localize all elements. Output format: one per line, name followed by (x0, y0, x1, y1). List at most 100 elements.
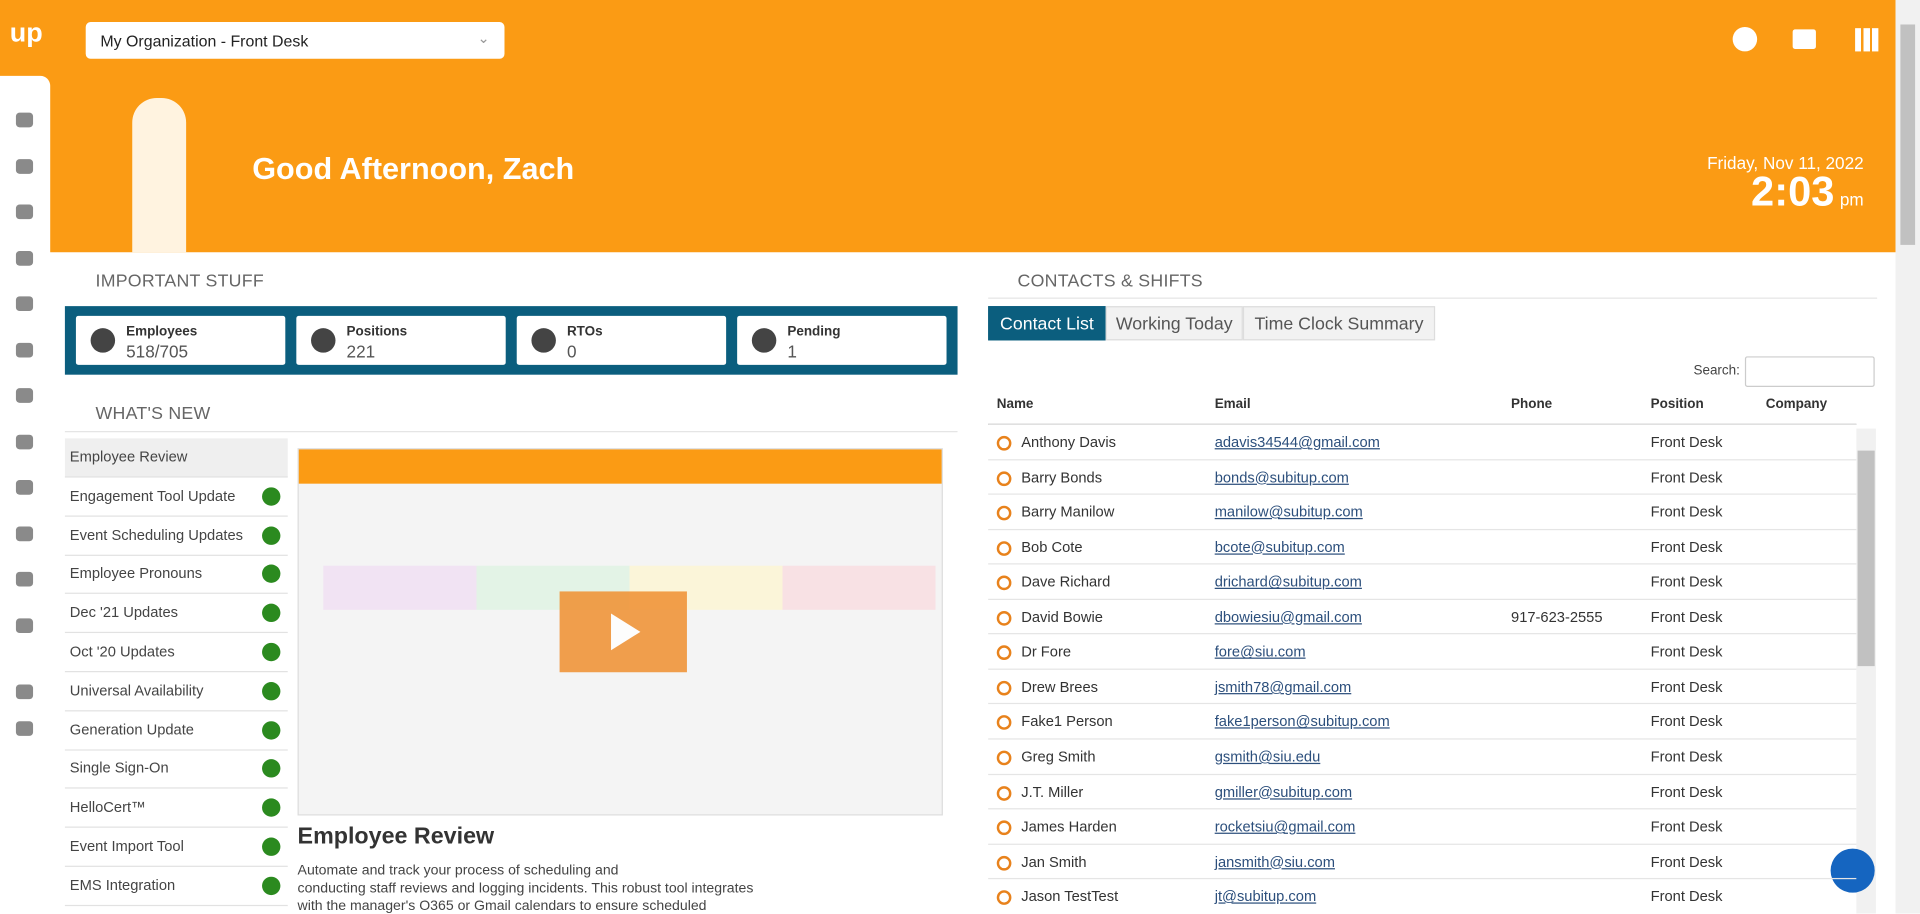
view-icon[interactable] (996, 750, 1012, 766)
view-icon[interactable] (996, 855, 1012, 871)
view-icon[interactable] (996, 435, 1012, 451)
sidebar-icon[interactable] (15, 388, 34, 403)
print-icon[interactable] (1792, 29, 1816, 49)
view-icon[interactable] (996, 645, 1012, 661)
sidebar-icon[interactable] (15, 342, 34, 358)
email-link[interactable]: rocketsiu@gmail.com (1214, 818, 1356, 836)
news-label: Employee Pronouns (69, 564, 203, 583)
cell: gmiller@subitup.com (1215, 774, 1352, 808)
email-link[interactable]: jt@subitup.com (1214, 887, 1317, 906)
tab[interactable]: Time Clock Summary (1242, 306, 1436, 341)
apps-icon[interactable] (1855, 28, 1879, 52)
view-icon[interactable] (996, 680, 1012, 696)
sidebar-icon[interactable] (15, 159, 34, 174)
email-link[interactable]: gsmith@siu.edu (1214, 748, 1321, 766)
accessibility-button[interactable] (1830, 848, 1875, 893)
contact-row: James Harden rocketsiu@gmail.com Front Des… (988, 808, 1857, 844)
position: Front Desk (1650, 503, 1723, 521)
column-header[interactable]: Email (1214, 396, 1251, 412)
name: James Harden (1021, 818, 1117, 836)
email-link[interactable]: jansmith@siu.com (1214, 852, 1335, 871)
org-select[interactable]: My Organization - Front Desk ⌄ (85, 22, 505, 59)
email-link[interactable]: drichard@subitup.com (1214, 573, 1362, 591)
news-item[interactable]: Generation Update (64, 711, 288, 751)
email-link[interactable]: gmiller@subitup.com (1214, 783, 1353, 801)
cell: adavis34544@gmail.com (1215, 425, 1380, 459)
email-link[interactable]: adavis34544@gmail.com (1214, 433, 1380, 451)
arrow-icon (262, 564, 281, 584)
divider (988, 297, 1878, 299)
email-link[interactable]: bcote@subitup.com (1214, 538, 1345, 556)
stat-card[interactable]: RTOs 0 (516, 315, 727, 365)
stat-icon (311, 328, 336, 353)
help-icon[interactable] (1732, 26, 1758, 52)
news-item[interactable]: Engagement Tool Update (64, 477, 288, 517)
view-icon[interactable] (996, 820, 1012, 836)
position: Front Desk (1650, 468, 1723, 486)
arrow-icon (262, 720, 281, 740)
org-name: My Organization - Front Desk (100, 31, 309, 51)
email-link[interactable]: manilow@subitup.com (1214, 503, 1363, 521)
view-icon[interactable] (996, 715, 1012, 731)
news-item[interactable]: Event Import Tool (64, 828, 288, 867)
arrow-icon (262, 876, 281, 895)
stat-card[interactable]: Employees 518/705 (75, 315, 286, 365)
news-item[interactable]: HelloCert™ (64, 789, 288, 828)
position: Front Desk (1650, 643, 1723, 661)
tab[interactable]: Contact List (988, 306, 1106, 341)
column-header[interactable]: Company (1765, 396, 1828, 412)
news-item[interactable]: Event Scheduling Updates (64, 516, 288, 556)
view-icon[interactable] (996, 540, 1012, 556)
view-icon[interactable] (996, 610, 1012, 626)
news-item[interactable]: Employee Review (64, 438, 288, 478)
email-link[interactable]: fore@siu.com (1214, 643, 1306, 661)
view-icon[interactable] (996, 785, 1012, 801)
view-icon[interactable] (996, 890, 1012, 906)
sidebar-icon[interactable] (15, 434, 34, 450)
view-icon[interactable] (996, 505, 1012, 521)
email-link[interactable]: jsmith78@gmail.com (1214, 678, 1352, 696)
greeting: Good Afternoon, Zach (252, 151, 575, 187)
stat-card[interactable]: Pending 1 (737, 315, 947, 365)
news-item[interactable]: Single Sign-On (64, 750, 288, 790)
name: Dave Richard (1021, 573, 1111, 591)
search-input[interactable] (1744, 356, 1875, 387)
column-header[interactable]: Phone (1511, 396, 1553, 412)
column-header[interactable]: Name (996, 396, 1034, 412)
tab[interactable]: Working Today (1105, 306, 1243, 341)
news-item[interactable]: EMS Integration (64, 867, 288, 906)
sidebar-icon[interactable] (15, 296, 34, 312)
news-label: Engagement Tool Update (69, 487, 236, 505)
news-item[interactable]: Employee Pronouns (64, 555, 288, 595)
table-scrollbar (1856, 428, 1876, 914)
sidebar-icon[interactable] (15, 721, 34, 736)
news-item[interactable]: Universal Availability (64, 672, 288, 712)
feature-text: with the manager's O365 or Gmail calenda… (297, 898, 707, 914)
stat-card[interactable]: Positions 221 (296, 315, 506, 365)
email-link[interactable]: fake1person@subitup.com (1214, 713, 1390, 731)
view-icon[interactable] (996, 470, 1012, 486)
video-preview[interactable] (297, 448, 943, 816)
column-header[interactable]: Position (1650, 396, 1704, 412)
sidebar-icon[interactable] (15, 618, 34, 634)
sidebar-icon[interactable] (15, 526, 34, 542)
view-icon[interactable] (996, 575, 1012, 591)
sidebar-icon[interactable] (15, 571, 34, 587)
play-button[interactable] (559, 591, 687, 673)
cell: jt@subitup.com (1215, 879, 1316, 913)
sidebar-icon[interactable] (15, 204, 34, 220)
email-link[interactable]: dbowiesiu@gmail.com (1214, 608, 1362, 626)
stat-value: 518/705 (126, 341, 189, 362)
sidebar-icon[interactable] (15, 251, 34, 266)
news-item[interactable]: Oct '20 Updates (64, 633, 288, 673)
clock: 2:03 pm (1751, 169, 1864, 217)
sidebar-icon[interactable] (15, 684, 34, 700)
news-label: EMS Integration (69, 876, 176, 894)
sidebar-icon[interactable] (15, 112, 34, 128)
logo[interactable]: up (9, 17, 43, 48)
news-item[interactable]: Dec '21 Updates (64, 594, 288, 634)
email-link[interactable]: bonds@subitup.com (1214, 468, 1349, 486)
ampm: pm (1839, 189, 1864, 210)
sidebar-icon[interactable] (15, 480, 34, 495)
arrow-icon (262, 759, 281, 779)
